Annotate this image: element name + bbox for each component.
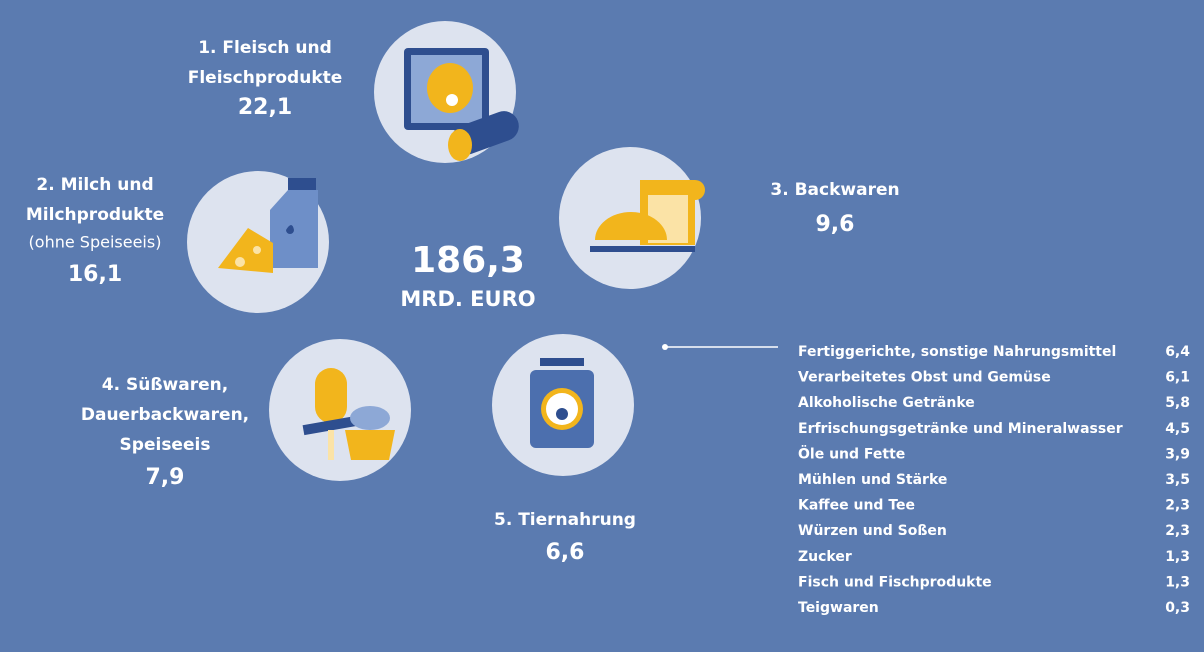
others-value: 4,5 [1165, 421, 1190, 437]
others-name: Erfrischungsgetränke und Mineralwasser [798, 421, 1123, 437]
group-value: 7,9 [146, 465, 185, 490]
group-label: Dauerbackwaren, [81, 405, 249, 425]
others-name: Kaffee und Tee [798, 498, 915, 514]
group-value: 9,6 [816, 212, 855, 237]
others-value: 6,1 [1165, 370, 1190, 386]
icon-bread [590, 180, 705, 252]
group-value: 6,6 [546, 540, 585, 565]
icon-sweets [302, 368, 395, 460]
icon-dairy [218, 178, 318, 273]
others-name: Teigwaren [798, 600, 879, 616]
others-name: Öle und Fette [798, 444, 905, 462]
others-name: Zucker [798, 549, 852, 565]
group-label: 1. Fleisch und [198, 38, 332, 58]
others-value: 2,3 [1165, 498, 1190, 514]
others-value: 0,3 [1165, 600, 1190, 616]
group-label: 3. Backwaren [770, 180, 899, 200]
others-value: 1,3 [1165, 549, 1190, 565]
total-unit: MRD. EURO [400, 287, 535, 311]
others-name: Würzen und Soßen [798, 523, 947, 539]
group-label: 4. Süßwaren, [102, 375, 228, 395]
others-value: 1,3 [1165, 574, 1190, 590]
others-value: 3,9 [1165, 446, 1190, 462]
group-value: 22,1 [238, 95, 292, 120]
group-label: 2. Milch und [36, 175, 153, 195]
others-list: Fertiggerichte, sonstige Nahrungsmittel 6… [798, 344, 1190, 616]
group-label: Speiseeis [120, 435, 211, 455]
total-value: 186,3 [411, 240, 525, 281]
connector-dot [662, 344, 668, 350]
others-name: Fertiggerichte, sonstige Nahrungsmittel [798, 344, 1116, 360]
icon-meat [404, 48, 519, 161]
others-name: Verarbeitetes Obst und Gemüse [798, 370, 1051, 386]
icon-petfood [530, 358, 594, 448]
others-name: Alkoholische Getränke [798, 395, 975, 411]
others-value: 3,5 [1165, 472, 1190, 488]
others-value: 2,3 [1165, 523, 1190, 539]
group-label: Milchprodukte [26, 205, 164, 225]
group-label: Fleischprodukte [188, 68, 343, 88]
others-value: 6,4 [1165, 344, 1190, 360]
others-value: 5,8 [1165, 395, 1190, 411]
group-note: (ohne Speiseeis) [29, 233, 162, 252]
group-value: 16,1 [68, 262, 122, 287]
group-label: 5. Tiernahrung [494, 510, 636, 530]
others-name: Fisch und Fischprodukte [798, 574, 992, 590]
others-name: Mühlen und Stärke [798, 472, 947, 488]
